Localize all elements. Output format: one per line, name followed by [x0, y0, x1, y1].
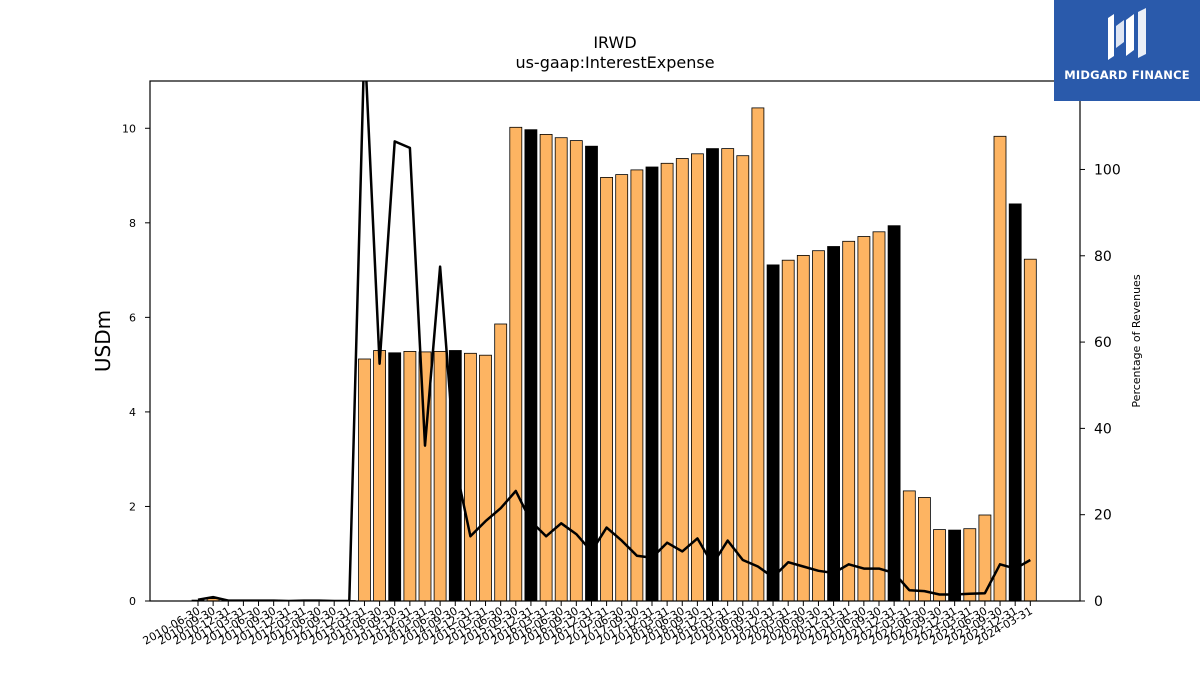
y2-tick-label: 80 [1094, 249, 1112, 265]
y-axis-label: USDm [91, 310, 115, 372]
bar-2016-12-31 [585, 145, 598, 601]
bar-2024-03-31 [1023, 258, 1037, 601]
logo-mark-icon [1108, 8, 1146, 60]
bar-2019-12-31 [766, 264, 780, 601]
bar-2019-06-30 [736, 155, 750, 601]
y2-tick-label: 100 [1094, 162, 1121, 178]
y2-tick-label: 0 [1094, 594, 1103, 610]
bar-2022-09-30 [933, 529, 946, 601]
bar-2018-06-30 [675, 158, 689, 601]
bar-2015-03-31 [479, 354, 492, 601]
bar-2016-09-30 [569, 140, 583, 601]
y2-tick-label: 40 [1094, 421, 1112, 437]
bar-2015-09-30 [509, 126, 523, 601]
y2-tick-label: 20 [1094, 508, 1112, 524]
bar-2019-03-31 [721, 148, 735, 601]
bar-2022-06-30 [918, 497, 931, 601]
revenue-percentage-line [197, 81, 1031, 601]
y-tick-label: 6 [129, 311, 136, 324]
y-tick-label: 8 [129, 217, 136, 230]
y-tick-label: 4 [129, 406, 136, 419]
bar-2023-03-31 [963, 528, 977, 601]
bar-2020-03-31 [781, 259, 795, 601]
y-tick-label: 2 [129, 500, 136, 513]
bar-2013-06-30 [373, 350, 387, 601]
bar-2021-12-31 [887, 225, 901, 601]
bar-2023-09-30 [993, 135, 1007, 601]
bar-2014-09-30 [448, 350, 462, 601]
bar-2021-03-31 [842, 240, 856, 601]
chart-subtitle: us-gaap:InterestExpense [515, 53, 714, 72]
y2-tick-label: 60 [1094, 335, 1112, 351]
bar-2017-09-30 [630, 169, 644, 601]
bar-2023-12-31 [1008, 203, 1022, 601]
bar-2020-12-31 [827, 246, 840, 601]
bar-2022-12-31 [948, 529, 961, 601]
bar-2021-09-30 [872, 231, 886, 601]
bar-2013-09-30 [388, 352, 402, 601]
bar-2019-09-30 [751, 107, 765, 601]
bar-2018-03-31 [660, 162, 674, 601]
bar-2013-12-31 [403, 350, 417, 601]
chart-title: IRWD [593, 33, 636, 52]
bar-2020-09-30 [812, 250, 825, 601]
bar-2017-03-31 [600, 176, 613, 601]
midgard-finance-logo: MIDGARD FINANCE [1054, 0, 1200, 101]
bar-2016-03-31 [539, 133, 553, 601]
bar-2023-06-30 [978, 514, 992, 601]
bar-2017-06-30 [615, 174, 629, 601]
y-tick-label: 0 [129, 595, 136, 608]
bar-2018-09-30 [691, 153, 704, 601]
y2-axis-label: Percentage of Revenues [1130, 274, 1143, 407]
logo-text: MIDGARD FINANCE [1064, 68, 1190, 82]
plot-frame [149, 80, 1081, 602]
bar-2014-12-31 [463, 352, 477, 601]
bar-2016-06-30 [554, 137, 568, 601]
y-tick-label: 10 [122, 122, 136, 135]
bar-2013-03-31 [358, 358, 371, 601]
bar-2020-06-30 [796, 254, 810, 601]
bar-2015-12-31 [524, 129, 538, 601]
bar-2017-12-31 [645, 166, 659, 601]
bar-2014-06-30 [433, 350, 447, 601]
bar-2018-12-31 [706, 148, 719, 601]
bar-2021-06-30 [857, 236, 871, 601]
bar-2015-06-30 [494, 323, 508, 601]
